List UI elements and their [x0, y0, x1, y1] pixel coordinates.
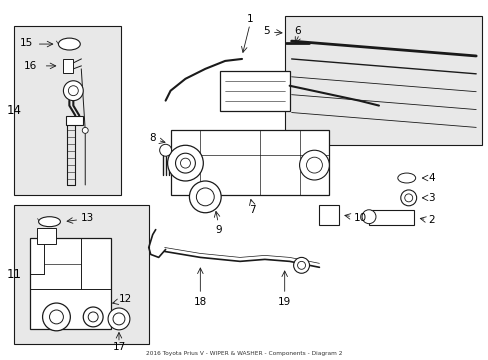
Circle shape — [361, 210, 375, 224]
Circle shape — [400, 190, 416, 206]
Circle shape — [68, 86, 78, 96]
Circle shape — [196, 188, 214, 206]
Polygon shape — [63, 59, 73, 73]
Text: 14: 14 — [7, 104, 22, 117]
Text: 12: 12 — [119, 294, 132, 304]
Circle shape — [306, 157, 322, 173]
Polygon shape — [284, 16, 481, 145]
Circle shape — [88, 312, 98, 322]
Text: 16: 16 — [24, 61, 37, 71]
Polygon shape — [37, 228, 56, 244]
Text: 15: 15 — [20, 38, 33, 48]
Circle shape — [108, 308, 130, 330]
Text: 4: 4 — [427, 173, 434, 183]
Text: 2016 Toyota Prius V - WIPER & WASHER - Components - Diagram 2: 2016 Toyota Prius V - WIPER & WASHER - C… — [145, 351, 342, 356]
Circle shape — [175, 153, 195, 173]
Circle shape — [63, 81, 83, 100]
Text: 17: 17 — [112, 342, 125, 352]
Polygon shape — [170, 130, 328, 195]
Circle shape — [299, 150, 328, 180]
Polygon shape — [66, 116, 83, 125]
Text: 1: 1 — [246, 14, 253, 24]
Polygon shape — [319, 205, 339, 225]
Text: 19: 19 — [278, 297, 291, 307]
Circle shape — [167, 145, 203, 181]
Circle shape — [42, 303, 70, 331]
Ellipse shape — [397, 173, 415, 183]
Text: 8: 8 — [149, 133, 155, 143]
Circle shape — [49, 310, 63, 324]
Polygon shape — [14, 205, 148, 344]
Circle shape — [113, 313, 124, 325]
Ellipse shape — [59, 38, 80, 50]
Circle shape — [189, 181, 221, 213]
Circle shape — [404, 194, 412, 202]
Circle shape — [160, 144, 171, 156]
Text: 7: 7 — [248, 205, 255, 215]
Text: 3: 3 — [427, 193, 434, 203]
Text: 11: 11 — [7, 268, 22, 281]
Text: 10: 10 — [353, 213, 366, 223]
Circle shape — [83, 307, 103, 327]
Polygon shape — [368, 210, 413, 225]
Circle shape — [293, 257, 309, 273]
Ellipse shape — [39, 217, 61, 227]
Text: 2: 2 — [427, 215, 434, 225]
Text: 13: 13 — [81, 213, 94, 223]
Circle shape — [180, 158, 190, 168]
Text: 9: 9 — [214, 225, 221, 235]
Polygon shape — [220, 71, 289, 111]
Circle shape — [297, 261, 305, 269]
Text: 18: 18 — [193, 297, 206, 307]
Polygon shape — [30, 238, 111, 329]
Text: 6: 6 — [294, 26, 301, 36]
Polygon shape — [14, 26, 121, 195]
Text: 5: 5 — [263, 26, 269, 36]
Circle shape — [82, 127, 88, 133]
